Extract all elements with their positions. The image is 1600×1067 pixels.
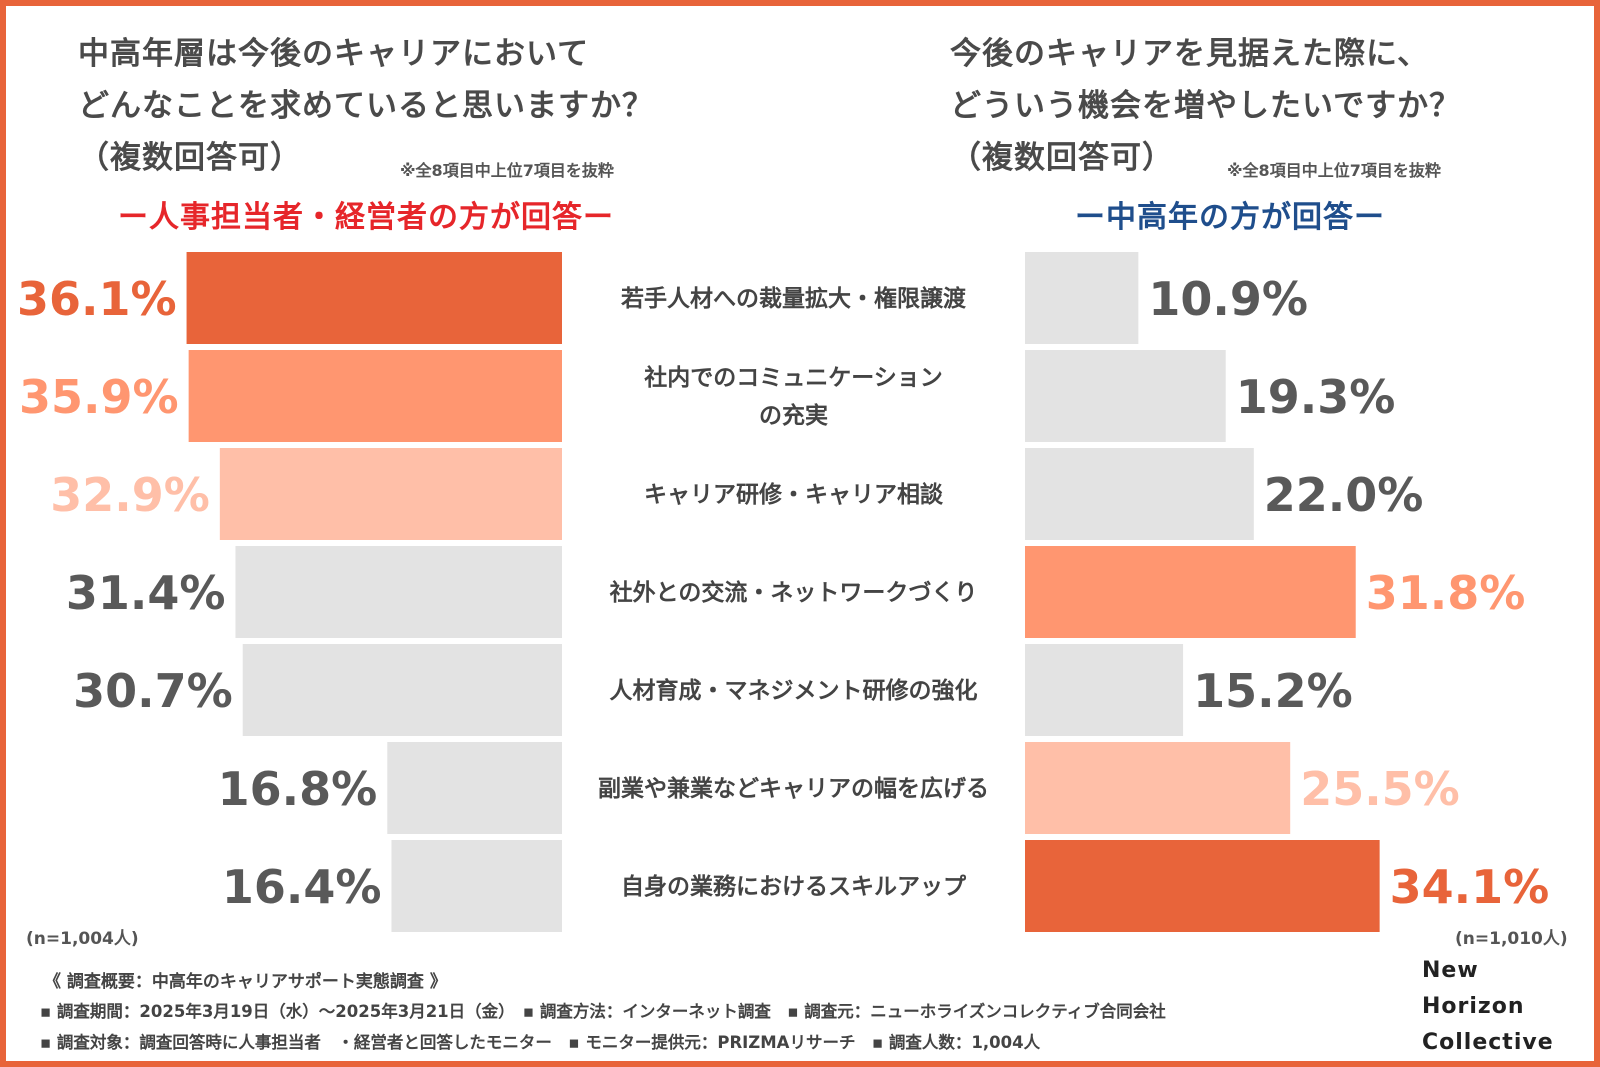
right-bar-5 — [1025, 644, 1184, 736]
left-note: ※全8項目中上位7項目を抜粋 — [400, 161, 614, 180]
right-value-label-6: 25.5% — [1300, 762, 1460, 816]
right-bar-4 — [1025, 546, 1356, 638]
right-bar-1 — [1025, 252, 1139, 344]
right-title-line-3: （複数回答可） — [950, 140, 1174, 176]
category-label-2: 社内でのコミュニケーションの充実 — [644, 364, 943, 429]
right-value-label-4: 31.8% — [1366, 566, 1526, 620]
left-value-label-2: 35.9% — [19, 370, 179, 424]
brand-logo-line-2: Horizon — [1422, 994, 1525, 1019]
left-title-line-3: （複数回答可） — [78, 140, 302, 176]
right-subhead: ー中高年の方が回答ー — [1075, 200, 1385, 235]
category-label-6: 副業や兼業などキャリアの幅を広げる — [598, 775, 989, 802]
category-label-5: 人材育成・マネジメント研修の強化 — [610, 677, 978, 704]
brand-logo-line-1: New — [1422, 958, 1479, 983]
footer-line-2: ▪ 調査対象：調査回答時に人事担当者 ・経営者と回答したモニター ▪ モニター提… — [40, 1033, 1041, 1052]
left-value-label-1: 36.1% — [17, 272, 177, 326]
footer-summary: 《 調査概要：中高年のキャリアサポート実態調査 》 — [44, 972, 447, 992]
left-value-label-4: 31.4% — [66, 566, 226, 620]
left-sample-size: (n=1,004人) — [26, 929, 139, 949]
right-note: ※全8項目中上位7項目を抜粋 — [1227, 161, 1441, 180]
left-bar-3 — [219, 448, 562, 540]
left-title-line-2: どんなことを求めていると思いますか？ — [78, 88, 654, 124]
right-bar-3 — [1025, 448, 1254, 540]
left-bar-2 — [188, 350, 562, 442]
left-value-label-5: 30.7% — [73, 664, 233, 718]
right-bar-6 — [1025, 742, 1291, 834]
category-label-4: 社外との交流・ネットワークづくり — [610, 579, 978, 606]
right-bar-7 — [1025, 840, 1380, 932]
right-value-label-3: 22.0% — [1264, 468, 1424, 522]
right-value-label-5: 15.2% — [1193, 664, 1353, 718]
right-bar-2 — [1025, 350, 1226, 442]
left-bar-1 — [186, 252, 562, 344]
left-bar-6 — [387, 742, 562, 834]
brand-logo-line-3: Collective — [1422, 1030, 1554, 1055]
right-title-line-2: どういう機会を増やしたいですか？ — [950, 88, 1462, 124]
left-bar-5 — [242, 644, 562, 736]
left-value-label-3: 32.9% — [50, 468, 210, 522]
left-bar-7 — [391, 840, 562, 932]
right-value-label-1: 10.9% — [1148, 272, 1308, 326]
category-label-3: キャリア研修・キャリア相談 — [644, 481, 944, 508]
left-bar-4 — [235, 546, 562, 638]
footer-line-1: ▪ 調査期間：2025年3月19日（水）〜2025年3月21日（金） ▪ 調査方… — [40, 1002, 1166, 1021]
right-sample-size: (n=1,010人) — [1455, 929, 1568, 949]
left-title-line-1: 中高年層は今後のキャリアにおいて — [78, 36, 590, 72]
right-value-label-7: 34.1% — [1390, 860, 1550, 914]
left-value-label-7: 16.4% — [222, 860, 382, 914]
right-value-label-2: 19.3% — [1236, 370, 1396, 424]
category-label-1: 若手人材への裁量拡大・権限譲渡 — [621, 285, 967, 312]
category-label-7: 自身の業務におけるスキルアップ — [621, 873, 967, 900]
left-subhead: ー人事担当者・経営者の方が回答ー — [118, 200, 614, 235]
right-title-line-1: 今後のキャリアを見据えた際に、 — [950, 36, 1430, 72]
left-value-label-6: 16.8% — [218, 762, 378, 816]
